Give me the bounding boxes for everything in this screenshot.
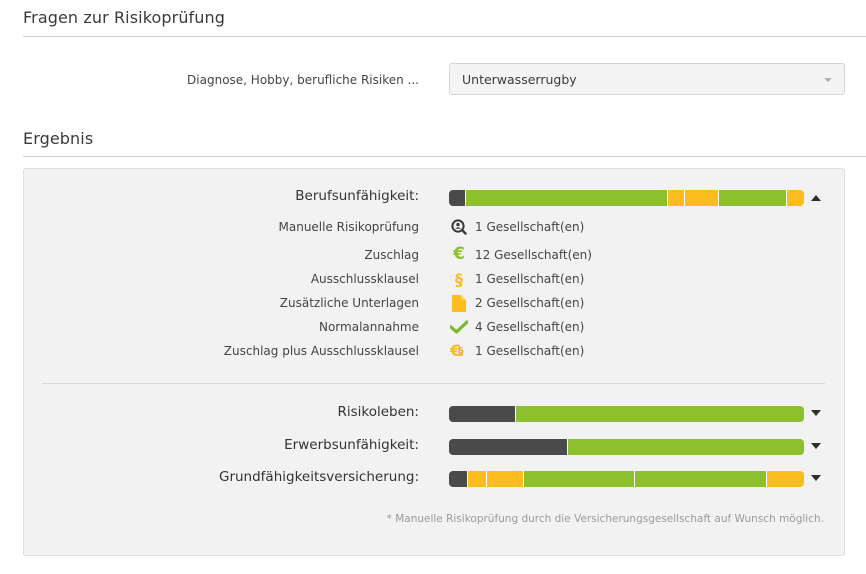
result-section-title: Ergebnis	[23, 129, 94, 148]
document-icon	[450, 294, 468, 312]
paragraph-icon: §	[455, 269, 463, 289]
panel-divider	[42, 383, 825, 384]
chevron-down-icon	[811, 410, 821, 416]
chevron-down-icon	[824, 78, 832, 82]
bar-segment	[465, 190, 667, 206]
product-label-risikoleben: Risikoleben:	[337, 404, 419, 420]
detail-value: 2 Gesellschaft(en)	[475, 296, 585, 310]
questions-section-title: Fragen zur Risikoprüfung	[23, 8, 226, 27]
euro-paragraph-icon: € §	[450, 341, 464, 360]
search-person-icon	[450, 218, 468, 236]
expand-toggle-erwerbsunfaehigkeit[interactable]	[811, 441, 823, 451]
expand-toggle-risikoleben[interactable]	[811, 408, 823, 418]
detail-value: 1 Gesellschaft(en)	[475, 220, 585, 234]
collapse-toggle-berufsunfaehigkeit[interactable]	[811, 193, 823, 203]
risk-question-label: Diagnose, Hobby, berufliche Risiken ...	[187, 73, 419, 87]
result-bar-berufsunfaehigkeit	[449, 190, 804, 206]
risk-question-select-value: Unterwasserrugby	[462, 72, 577, 87]
checkmark-icon	[450, 318, 468, 336]
bar-segment	[449, 471, 467, 487]
footnote: * Manuelle Risikoprüfung durch die Versi…	[386, 513, 824, 525]
detail-label: Manuelle Risikoprüfung	[278, 220, 420, 234]
detail-label: Zusätzliche Unterlagen	[279, 296, 419, 310]
product-label-berufsunfaehigkeit: Berufsunfähigkeit:	[295, 188, 419, 204]
bar-segment	[718, 190, 786, 206]
product-label-grundfaehigkeitsversicherung: Grundfähigkeitsversicherung:	[218, 469, 419, 485]
result-bar-erwerbsunfaehigkeit	[449, 439, 804, 455]
bar-segment	[486, 471, 523, 487]
bar-segment	[567, 439, 804, 455]
detail-value: 12 Gesellschaft(en)	[475, 248, 592, 262]
bar-segment	[449, 439, 567, 455]
result-bar-grundfaehigkeitsversicherung	[449, 471, 804, 487]
euro-icon: €	[453, 244, 465, 264]
result-bar-risikoleben	[449, 406, 804, 422]
bar-segment	[449, 406, 515, 422]
result-panel	[23, 168, 845, 556]
bar-segment	[667, 190, 684, 206]
bar-segment	[634, 471, 766, 487]
detail-label: Zuschlag	[364, 248, 419, 262]
bar-segment	[786, 190, 804, 206]
risk-question-select[interactable]: Unterwasserrugby	[449, 63, 845, 95]
detail-label: Normalannahme	[318, 320, 419, 334]
detail-value: 1 Gesellschaft(en)	[475, 272, 585, 286]
bar-segment	[449, 190, 465, 206]
questions-section-divider	[23, 36, 866, 37]
product-label-erwerbsunfaehigkeit: Erwerbsunfähigkeit:	[284, 437, 419, 453]
detail-label: Ausschlussklausel	[310, 272, 419, 286]
bar-segment	[515, 406, 804, 422]
bar-segment	[523, 471, 634, 487]
chevron-down-icon	[811, 443, 821, 449]
chevron-up-icon	[811, 195, 821, 201]
chevron-down-icon	[811, 475, 821, 481]
bar-segment	[684, 190, 718, 206]
bar-segment	[766, 471, 804, 487]
expand-toggle-grundfaehigkeitsversicherung[interactable]	[811, 473, 823, 483]
detail-label: Zuschlag plus Ausschlussklausel	[223, 344, 419, 358]
bar-segment	[467, 471, 486, 487]
result-section-divider	[23, 156, 866, 157]
detail-value: 4 Gesellschaft(en)	[475, 320, 585, 334]
detail-value: 1 Gesellschaft(en)	[475, 344, 585, 358]
